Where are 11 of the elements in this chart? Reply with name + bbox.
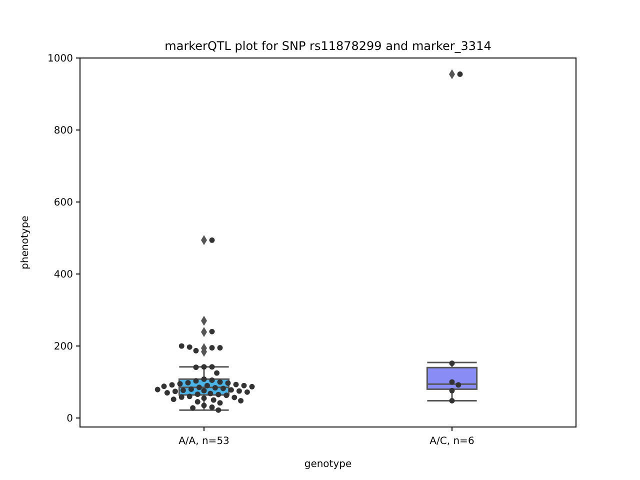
y-axis-title: phenotype (20, 216, 31, 270)
x-tick-label: A/C, n=6 (430, 436, 474, 447)
chart-title: markerQTL plot for SNP rs11878299 and marker_3314 (164, 39, 492, 53)
y-tick-label: 1000 (48, 54, 73, 64)
y-tick-label: 0 (66, 414, 73, 424)
x-axis-title: genotype (304, 459, 352, 470)
x-tick-label: A/A, n=53 (178, 436, 230, 447)
y-tick-label: 200 (54, 342, 73, 352)
y-tick-label: 800 (54, 126, 73, 136)
y-tick-label: 400 (54, 270, 73, 280)
y-tick-label: 600 (54, 198, 73, 208)
